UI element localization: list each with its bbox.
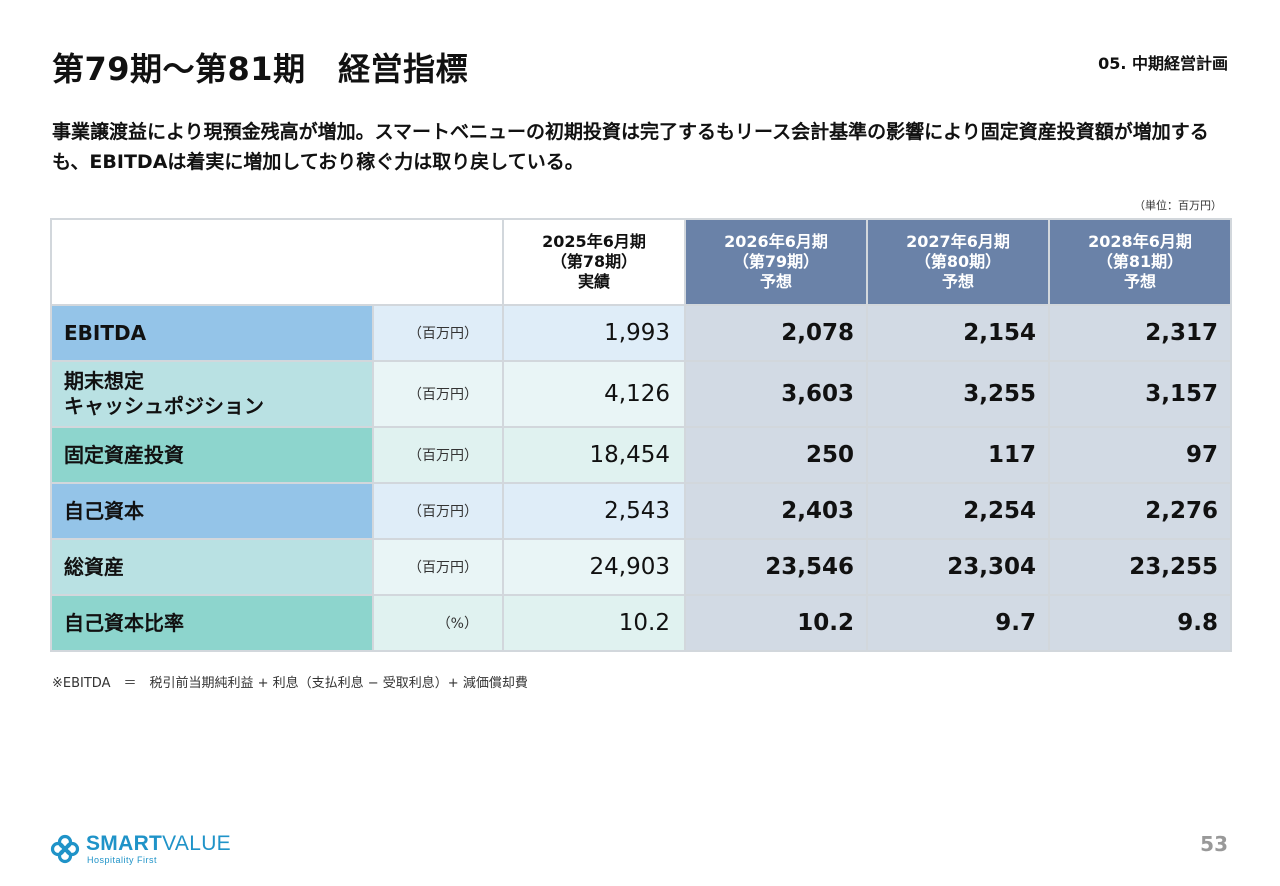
header-fy80: 2027年6月期 （第80期） 予想: [866, 218, 1050, 306]
clover-logo-icon: [50, 834, 80, 864]
footnote: ※EBITDA ＝ 税引前当期純利益 + 利息（支払利息 − 受取利息）+ 減価…: [52, 676, 528, 691]
header-kind: 予想: [759, 272, 792, 291]
header-kind: 実績: [577, 272, 610, 291]
row-label-text-line2: キャッシュポジション: [64, 394, 264, 418]
header-kind: 予想: [941, 272, 974, 291]
row-label-text: 固定資産投資: [64, 442, 184, 467]
row-label-text: 自己資本: [64, 498, 144, 523]
value-cell: 9.8: [1048, 594, 1232, 652]
value-cell: 9.7: [866, 594, 1050, 652]
value-cell: 3,603: [684, 360, 868, 428]
value-cell: 250: [684, 426, 868, 484]
logo-word-smart: SMART: [86, 832, 163, 855]
value-cell: 2,254: [866, 482, 1050, 540]
header-fy79: 2026年6月期 （第79期） 予想: [684, 218, 868, 306]
header-kind: 予想: [1123, 272, 1156, 291]
header-period: 2028年6月期: [1088, 232, 1192, 251]
value-cell: 3,255: [866, 360, 1050, 428]
header-period: 2027年6月期: [906, 232, 1010, 251]
value-cell: 2,543: [502, 482, 686, 540]
row-label-text: 総資産: [64, 554, 124, 579]
page-title: 第79期～第81期 経営指標: [52, 50, 469, 88]
row-unit: （百万円）: [372, 538, 504, 596]
company-logo: SMARTVALUE Hospitality First: [50, 832, 240, 872]
section-label: 05. 中期経営計画: [1098, 54, 1228, 73]
row-label: EBITDA: [50, 304, 374, 362]
unit-note: （単位：百万円）: [1134, 199, 1222, 212]
row-label-text: EBITDA: [64, 320, 147, 345]
header-fy81: 2028年6月期 （第81期） 予想: [1048, 218, 1232, 306]
table-row-equity-ratio: 自己資本比率 （%） 10.2 10.2 9.7 9.8: [50, 594, 1232, 652]
logo-tagline: Hospitality First: [87, 855, 158, 865]
value-cell: 2,403: [684, 482, 868, 540]
value-cell: 2,317: [1048, 304, 1232, 362]
value-cell: 18,454: [502, 426, 686, 484]
row-label-text: 期末想定: [64, 369, 144, 393]
value-cell: 23,546: [684, 538, 868, 596]
logo-wordmark: SMARTVALUE: [86, 832, 231, 856]
logo-word-value: VALUE: [162, 832, 231, 855]
table-header-row: 2025年6月期 （第78期） 実績 2026年6月期 （第79期） 予想 20…: [50, 218, 1232, 306]
header-period: 2025年6月期: [542, 232, 646, 251]
row-label: 自己資本比率: [50, 594, 374, 652]
value-cell: 1,993: [502, 304, 686, 362]
row-unit: （百万円）: [372, 426, 504, 484]
table-row-capex: 固定資産投資 （百万円） 18,454 250 117 97: [50, 426, 1232, 484]
row-label: 総資産: [50, 538, 374, 596]
value-cell: 2,276: [1048, 482, 1232, 540]
row-label: 自己資本: [50, 482, 374, 540]
row-label: 期末想定 キャッシュポジション: [50, 360, 374, 428]
kpi-table: 2025年6月期 （第78期） 実績 2026年6月期 （第79期） 予想 20…: [50, 218, 1232, 652]
row-unit: （百万円）: [372, 360, 504, 428]
header-term: （第80期）: [914, 252, 1002, 271]
table-row-ebitda: EBITDA （百万円） 1,993 2,078 2,154 2,317: [50, 304, 1232, 362]
value-cell: 2,078: [684, 304, 868, 362]
value-cell: 4,126: [502, 360, 686, 428]
value-cell: 23,255: [1048, 538, 1232, 596]
header-term: （第78期）: [550, 252, 638, 271]
value-cell: 3,157: [1048, 360, 1232, 428]
header-fy78: 2025年6月期 （第78期） 実績: [502, 218, 686, 306]
value-cell: 2,154: [866, 304, 1050, 362]
row-label-text: 自己資本比率: [64, 610, 184, 635]
header-term: （第79期）: [732, 252, 820, 271]
header-period: 2026年6月期: [724, 232, 828, 251]
row-unit: （百万円）: [372, 482, 504, 540]
value-cell: 117: [866, 426, 1050, 484]
table-row-total-assets: 総資産 （百万円） 24,903 23,546 23,304 23,255: [50, 538, 1232, 596]
header-blank-cell: [50, 218, 504, 306]
value-cell: 97: [1048, 426, 1232, 484]
page-number: 53: [1200, 832, 1228, 856]
value-cell: 23,304: [866, 538, 1050, 596]
value-cell: 10.2: [502, 594, 686, 652]
row-unit: （%）: [372, 594, 504, 652]
value-cell: 24,903: [502, 538, 686, 596]
row-label: 固定資産投資: [50, 426, 374, 484]
table-row-cash-position: 期末想定 キャッシュポジション （百万円） 4,126 3,603 3,255 …: [50, 360, 1232, 428]
row-unit: （百万円）: [372, 304, 504, 362]
table-row-equity: 自己資本 （百万円） 2,543 2,403 2,254 2,276: [50, 482, 1232, 540]
header-term: （第81期）: [1096, 252, 1184, 271]
lead-text: 事業譲渡益により現預金残高が増加。スマートベニューの初期投資は完了するもリース会…: [52, 121, 1209, 173]
value-cell: 10.2: [684, 594, 868, 652]
